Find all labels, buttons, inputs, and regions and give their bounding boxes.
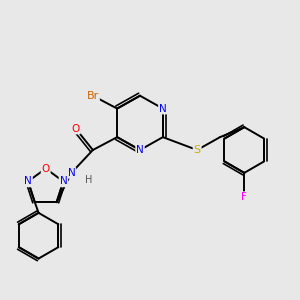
Text: H: H <box>85 175 92 185</box>
Text: N: N <box>136 145 144 155</box>
Text: O: O <box>42 164 50 174</box>
Text: O: O <box>72 124 80 134</box>
Text: N: N <box>159 103 167 114</box>
Text: N: N <box>68 168 75 178</box>
Text: S: S <box>194 145 201 155</box>
Text: Br: Br <box>87 91 99 101</box>
Text: N: N <box>59 176 67 186</box>
Text: N: N <box>24 176 32 186</box>
Text: F: F <box>241 192 247 202</box>
